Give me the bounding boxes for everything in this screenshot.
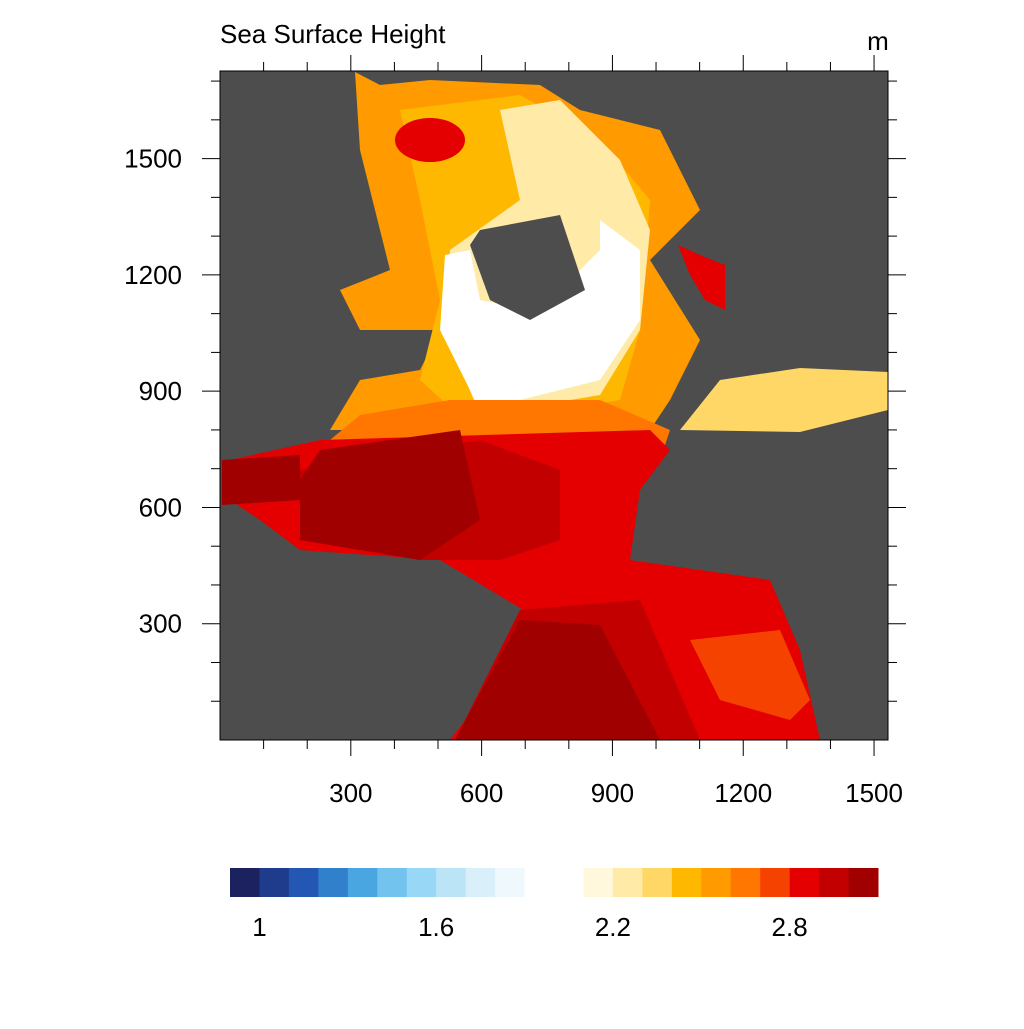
colorbar-box — [318, 868, 349, 897]
colorbar-box — [730, 868, 761, 897]
colorbar-box — [524, 868, 555, 897]
x-tick-label: 300 — [329, 778, 372, 808]
colorbar-box — [701, 868, 732, 897]
colorbar-box — [554, 868, 584, 897]
contour-region — [678, 245, 725, 310]
y-tick-label: 300 — [139, 609, 182, 639]
colorbar-box — [406, 868, 437, 897]
x-tick-label: 600 — [460, 778, 503, 808]
x-tick-label: 900 — [591, 778, 634, 808]
contour-region — [395, 118, 465, 162]
map — [220, 71, 888, 740]
y-tick-label: 1500 — [124, 144, 182, 174]
colorbar-label: 1.6 — [418, 912, 454, 942]
contour-region — [222, 455, 300, 505]
colorbar-label: 2.2 — [595, 912, 631, 942]
colorbar-box — [495, 868, 526, 897]
colorbar-box — [760, 868, 791, 897]
contour-region — [680, 368, 888, 432]
chart-title: Sea Surface Height — [220, 19, 446, 49]
colorbar-box — [819, 868, 850, 897]
contour-region — [470, 215, 585, 320]
plot-frame — [219, 70, 889, 741]
colorbar-label: 1 — [252, 912, 266, 942]
y-tick-label: 1200 — [124, 260, 182, 290]
colorbar-box — [848, 868, 879, 897]
y-tick-label: 900 — [139, 376, 182, 406]
y-tick-label: 600 — [139, 492, 182, 522]
contour-region — [440, 220, 640, 410]
colorbar-box — [671, 868, 702, 897]
colorbar-box — [377, 868, 408, 897]
colorbar-box — [230, 868, 260, 897]
colorbar-box — [583, 868, 614, 897]
colorbar-label: 2.8 — [772, 912, 808, 942]
x-tick-label: 1500 — [845, 778, 903, 808]
colorbar-box — [436, 868, 467, 897]
colorbar-box — [347, 868, 378, 897]
colorbar-box — [465, 868, 496, 897]
contour-region — [455, 620, 660, 740]
x-tick-label: 1200 — [714, 778, 772, 808]
colorbar-box — [642, 868, 673, 897]
colorbar-box — [789, 868, 820, 897]
units-label: m — [867, 26, 889, 56]
colorbar-box — [288, 868, 319, 897]
colorbar-box — [612, 868, 643, 897]
contour-region — [690, 630, 810, 720]
colorbar-box — [259, 868, 290, 897]
contour-region — [300, 430, 480, 560]
